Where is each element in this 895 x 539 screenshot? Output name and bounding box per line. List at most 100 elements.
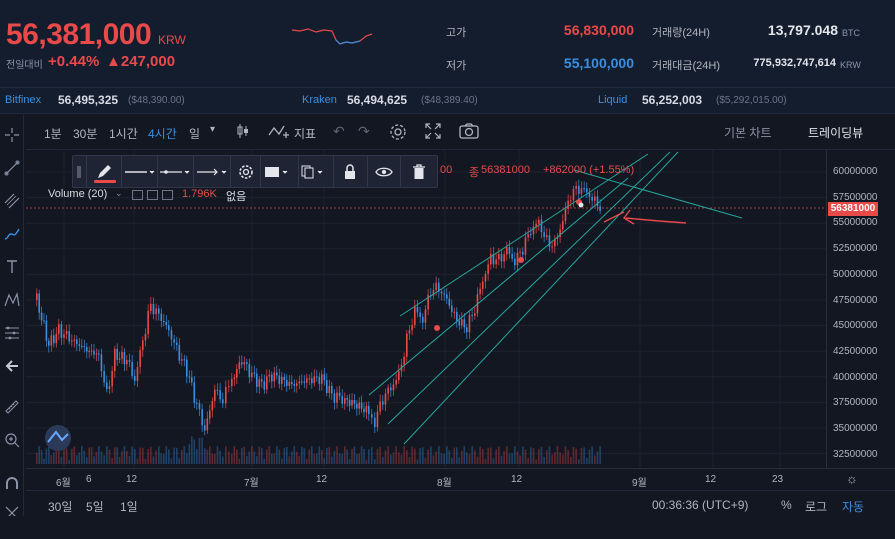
volume-bar (45, 448, 48, 464)
zoom-in-icon[interactable] (0, 429, 24, 451)
volume-legend-label[interactable]: Volume (20) (48, 188, 108, 200)
candle-body (216, 389, 219, 391)
indicators-icon[interactable] (268, 123, 290, 142)
drag-handle[interactable] (73, 156, 87, 187)
candle-body (256, 373, 258, 387)
undo-icon[interactable]: ↶ (333, 123, 345, 139)
settings-button[interactable] (231, 156, 261, 187)
timeframe-30m[interactable]: 30분 (73, 127, 98, 141)
line-width-button[interactable] (122, 156, 159, 187)
candle-body (379, 401, 381, 412)
price-axis[interactable]: 60000000 57500000 55000000 52500000 5000… (826, 150, 895, 468)
volume-bar (567, 450, 569, 464)
exchange-name[interactable]: Liquid (598, 94, 628, 106)
chevron-down-icon[interactable]: ▾ (210, 124, 216, 135)
gear-icon[interactable] (389, 123, 407, 144)
channel-icon[interactable] (0, 190, 24, 212)
brush-icon[interactable] (0, 223, 24, 245)
line-color-button[interactable] (87, 156, 123, 187)
candle-body (261, 379, 263, 382)
volume-bar (95, 451, 98, 464)
volume-bar (519, 455, 521, 464)
candle-body (126, 360, 128, 365)
fullscreen-icon[interactable] (425, 123, 441, 142)
ticker-header: 56,381,000 KRW 전일대비 +0.44% ▲247,000 고가 5… (0, 0, 895, 88)
clone-button[interactable] (299, 156, 335, 187)
timeframe-1h[interactable]: 1시간 (109, 127, 138, 141)
delete-button[interactable] (401, 156, 437, 187)
pattern-icon[interactable] (0, 289, 24, 311)
fib-retracement-icon[interactable] (0, 322, 24, 344)
candle-body (86, 347, 88, 352)
candles-icon[interactable] (236, 123, 250, 142)
candle-body (100, 354, 103, 372)
range-5d[interactable]: 5일 (86, 500, 104, 514)
candle-body (209, 410, 211, 419)
indicators-label[interactable]: 지표 (294, 127, 317, 141)
candle-body (45, 320, 48, 341)
volume-bar (580, 448, 583, 464)
auto-toggle[interactable]: 자동 (842, 500, 865, 514)
high-label: 고가 (446, 27, 467, 39)
arrow-left-icon[interactable] (0, 355, 24, 377)
candle-body (293, 384, 296, 386)
candle-body (186, 359, 188, 377)
candle-body (191, 377, 193, 383)
price-chart[interactable] (26, 150, 895, 468)
lock-button[interactable] (334, 156, 368, 187)
timeframe-day[interactable]: 일 (189, 127, 201, 141)
camera-icon[interactable] (459, 123, 479, 142)
timeframe-4h[interactable]: 4시간 (148, 127, 177, 141)
volume-bar (440, 453, 443, 464)
line-style-button[interactable] (158, 156, 194, 187)
volume-legend-controls[interactable] (132, 190, 176, 203)
gear-icon[interactable]: ☼ (846, 471, 858, 486)
range-30d[interactable]: 30일 (48, 500, 73, 514)
magnet-icon[interactable] (0, 472, 24, 494)
candle-body (163, 320, 165, 323)
trend-line-icon[interactable] (0, 157, 24, 179)
log-toggle[interactable]: 로그 (805, 500, 828, 514)
volume-bar (591, 446, 593, 464)
volume-bar (514, 446, 516, 464)
redo-icon[interactable]: ↷ (358, 123, 370, 139)
volume-bar (134, 449, 136, 464)
volume-bar (443, 453, 445, 464)
candle-body (382, 401, 384, 405)
amount-unit: KRW (840, 60, 861, 70)
text-icon[interactable] (0, 256, 24, 278)
line-end-button[interactable] (194, 156, 232, 187)
time-axis[interactable]: 6월 6 12 7월 12 8월 12 9월 12 23 ☼ (26, 468, 895, 490)
chevron-down-icon[interactable]: ⌄ (115, 188, 123, 198)
volume-bar (556, 446, 559, 464)
visibility-layers-button[interactable] (261, 156, 299, 187)
hide-button[interactable] (368, 156, 402, 187)
tradingview-tab[interactable]: 트레이딩뷰 (808, 126, 864, 140)
range-1d[interactable]: 1일 (120, 500, 138, 514)
candle-body (40, 312, 43, 321)
exchange-price: 56,252,003 (642, 93, 703, 107)
candle-body (147, 310, 149, 334)
volume-bar (390, 454, 392, 464)
exchange-name[interactable]: Kraken (302, 94, 337, 106)
basic-chart-tab[interactable]: 기본 차트 (724, 126, 772, 140)
candle-body (395, 380, 397, 385)
candle-body (458, 320, 461, 326)
volume-bar (588, 449, 591, 464)
percent-toggle[interactable]: % (781, 498, 792, 512)
candle-body (243, 362, 246, 365)
candle-body (580, 188, 583, 194)
candle-body (427, 294, 429, 310)
timeframe-1m[interactable]: 1분 (44, 127, 62, 141)
volume-bar (368, 449, 370, 464)
clock-time[interactable]: 00:36:36 (UTC+9) (652, 498, 749, 512)
exchange-name[interactable]: Bitfinex (5, 94, 42, 106)
crosshair-icon[interactable] (0, 124, 24, 146)
ruler-icon[interactable] (0, 396, 24, 418)
candle-body (575, 185, 577, 189)
volume-bar (400, 454, 403, 464)
candle-body (291, 381, 293, 385)
volume-bar (365, 459, 368, 464)
volume-bar (50, 455, 53, 464)
candle-body (596, 196, 599, 207)
